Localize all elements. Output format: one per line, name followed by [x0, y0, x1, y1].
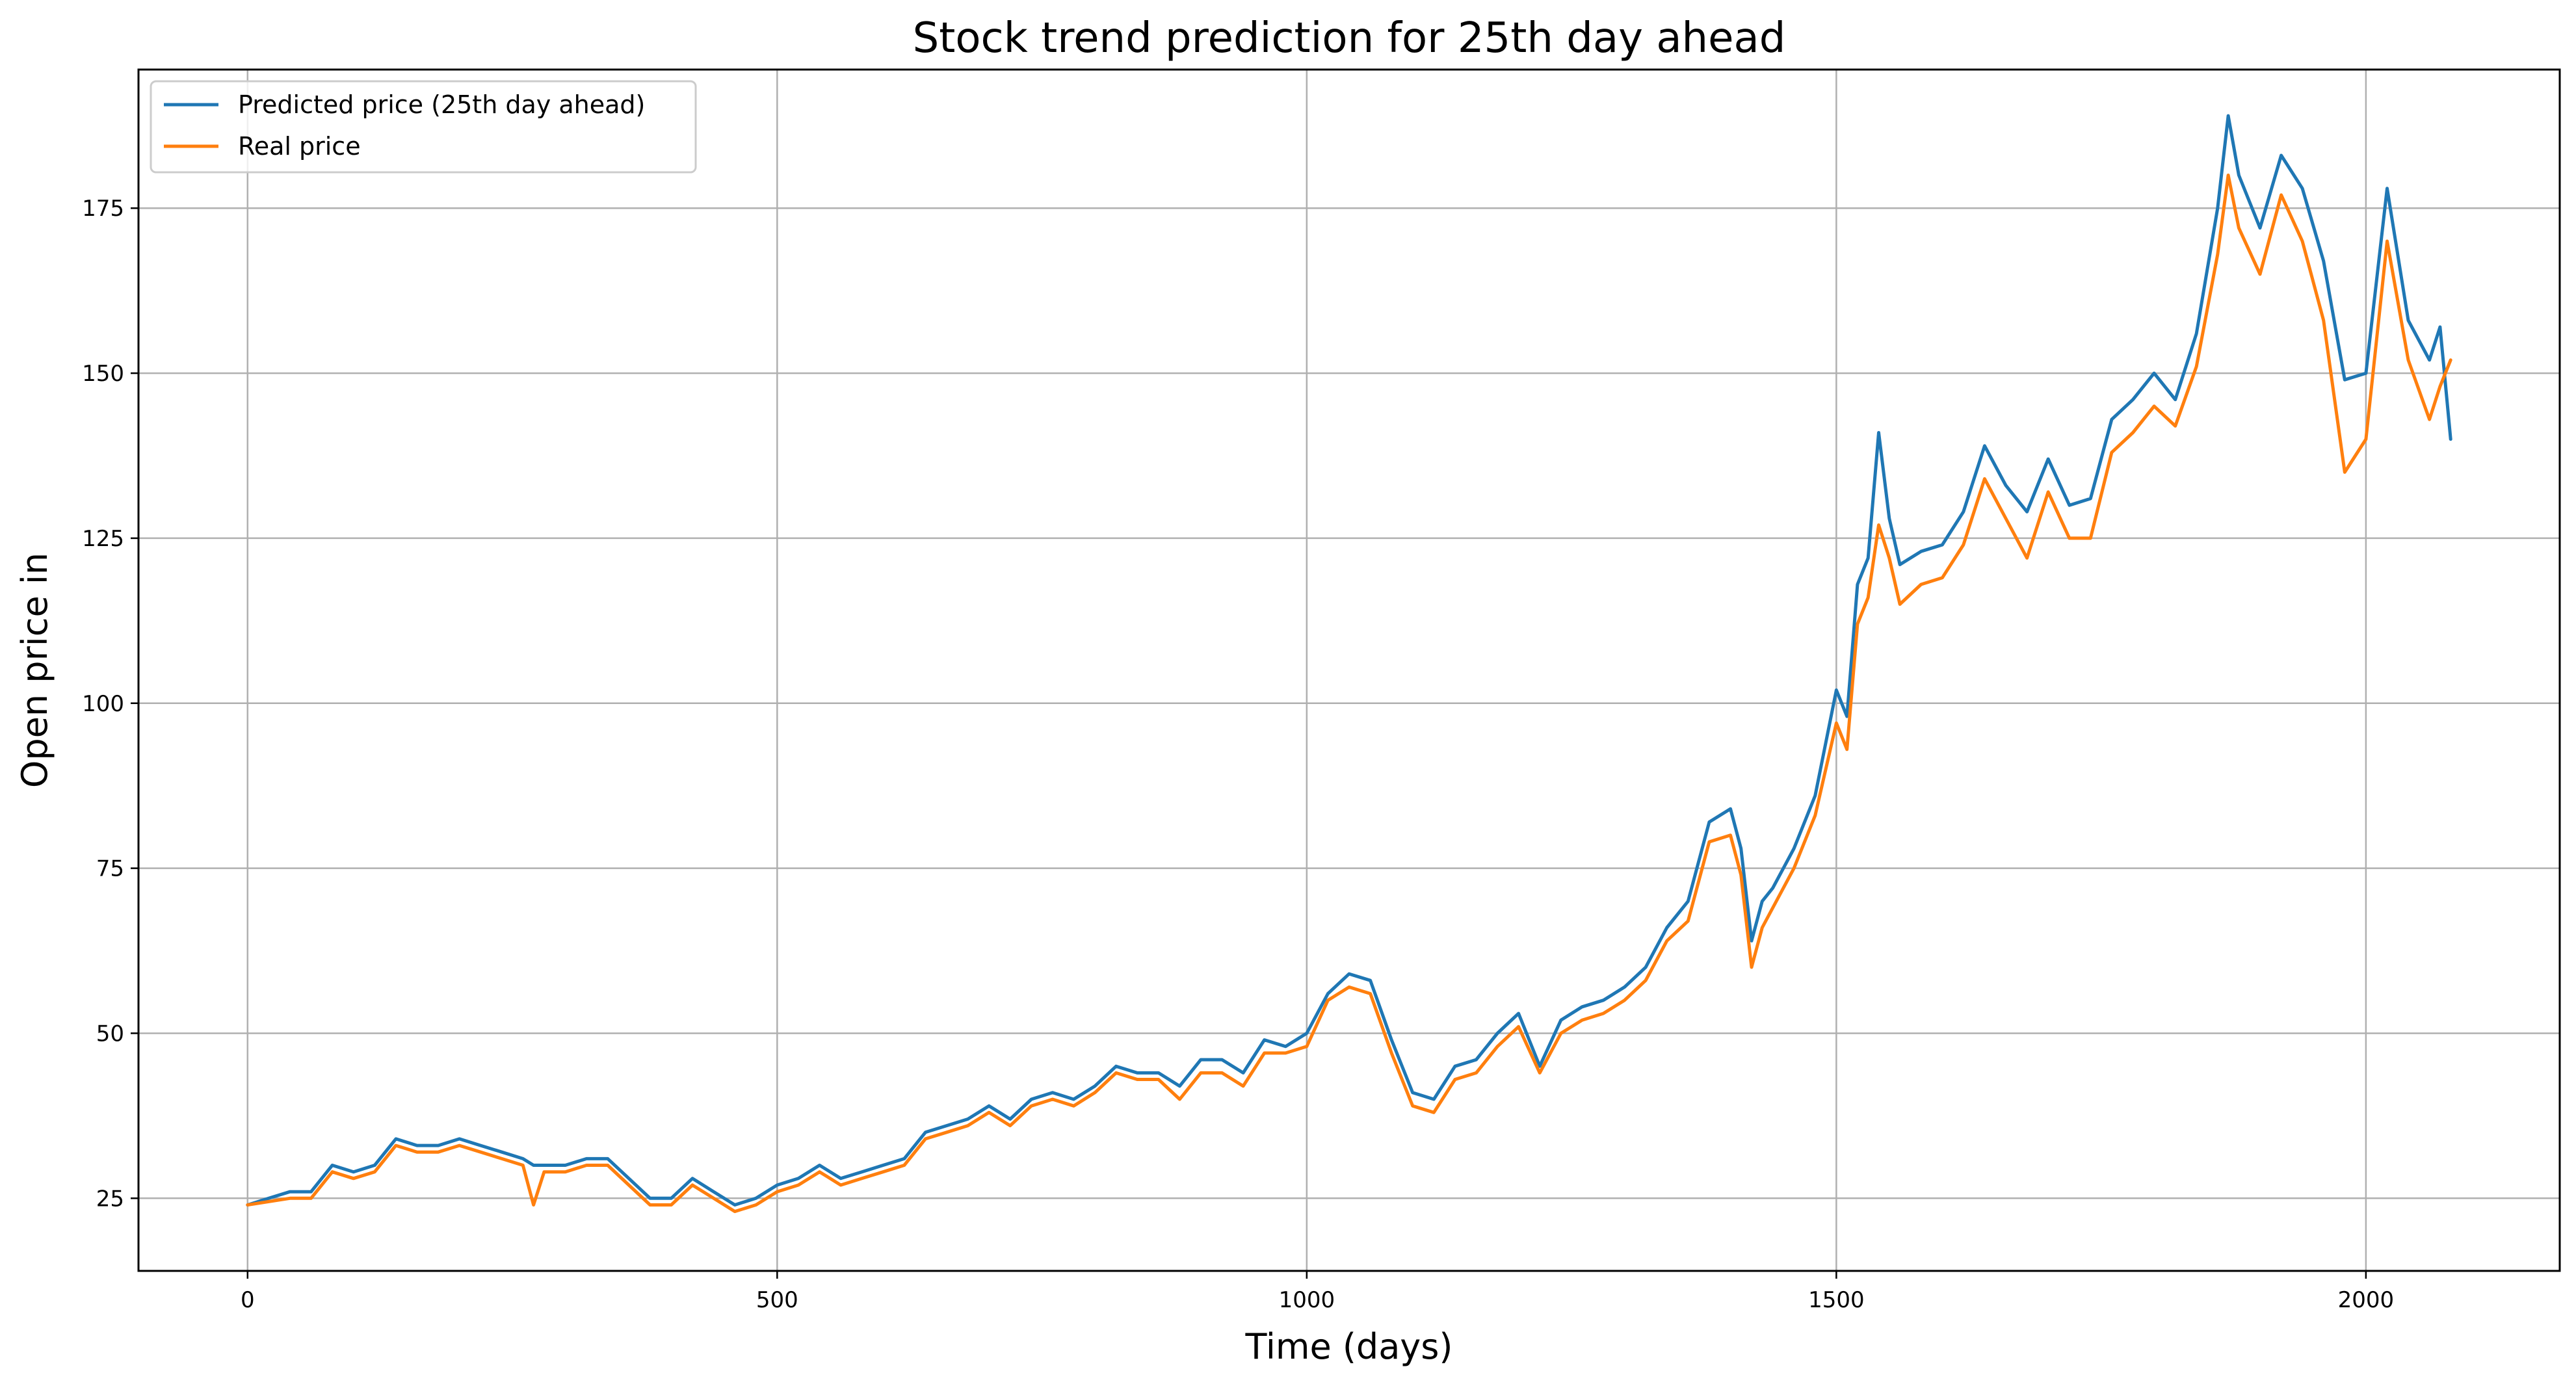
x-tick-label-2000: 2000: [2338, 1287, 2395, 1313]
x-tick-label-1000: 1000: [1279, 1287, 1335, 1313]
series-layer: [246, 114, 2452, 1214]
grid: [138, 70, 2560, 1271]
x-axis-label: Time (days): [1245, 1326, 1453, 1367]
y-tick-label-150: 150: [82, 361, 124, 387]
legend-label-real: Real price: [238, 132, 361, 161]
x-tick-label-0: 0: [241, 1287, 255, 1313]
series-line-predicted: [246, 114, 2452, 1207]
series-line-real: [246, 174, 2452, 1214]
y-tick-label-75: 75: [96, 856, 124, 882]
y-tick-label-100: 100: [82, 691, 124, 717]
legend: Predicted price (25th day ahead) Real pr…: [150, 80, 697, 174]
legend-box: [150, 80, 697, 174]
tick-layer: 0 500 1000 1500 2000 25 50 75 100 125 150 175: [82, 196, 2394, 1313]
y-axis-label: Open price in: [14, 553, 55, 788]
y-tick-label-25: 25: [96, 1186, 124, 1212]
x-tick-label-500: 500: [756, 1287, 798, 1313]
legend-label-predicted: Predicted price (25th day ahead): [238, 90, 645, 119]
plot-frame: [137, 68, 2561, 1272]
y-tick-label-175: 175: [82, 196, 124, 222]
x-tick-label-1500: 1500: [1808, 1287, 1865, 1313]
y-tick-label-125: 125: [82, 526, 124, 552]
chart-title: Stock trend prediction for 25th day ahea…: [913, 14, 1786, 62]
y-tick-label-50: 50: [96, 1021, 124, 1047]
